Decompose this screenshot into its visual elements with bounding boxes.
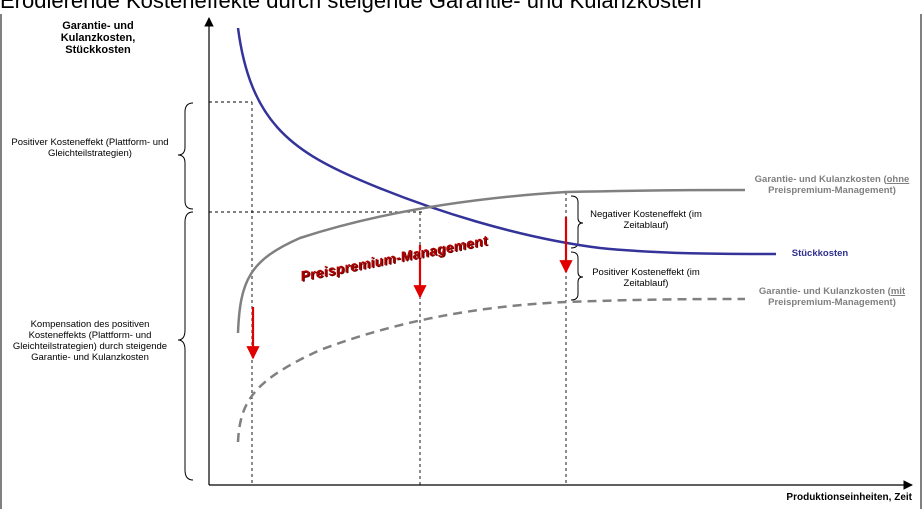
brace-right-bottom (570, 251, 584, 301)
label-garantie-mit-suffix: Preispremium-Management) (768, 297, 896, 308)
garantie-ohne-curve (236, 188, 746, 334)
brace-left-top (177, 102, 194, 210)
label-garantie-mit-em: mit (890, 286, 906, 297)
price-premium-arrows (246, 217, 573, 360)
garantie-mit-curve (236, 297, 746, 443)
helper-lines (209, 101, 567, 485)
brace-right-top (570, 195, 584, 249)
label-garantie-mit: Garantie- und Kulanzkosten (mit Preispre… (748, 286, 916, 308)
brace-left-bottom (177, 211, 194, 481)
annotation-positive-effect: Positiver Kosteneffekt (im Zeitablauf) (592, 267, 700, 289)
label-garantie-ohne-prefix: Garantie- und Kulanzkosten ( (754, 174, 887, 185)
label-garantie-ohne: Garantie- und Kulanzkosten (ohne Preispr… (748, 174, 916, 196)
annotation-compensation: Kompensation des positiven Kosteneffekts… (12, 319, 168, 363)
annotation-negative-effect: Negativer Kosteneffekt (im Zeitablauf) (590, 209, 702, 231)
label-stueckkosten: Stückkosten (791, 248, 849, 259)
stueckkosten-curve (236, 27, 777, 256)
y-axis-label: Garantie- und Kulanzkosten, Stückkosten (60, 20, 136, 56)
diagram-title: Erodierende Kosteneffekte durch steigend… (0, 0, 702, 13)
label-garantie-mit-prefix: Garantie- und Kulanzkosten ( (758, 286, 891, 297)
label-garantie-ohne-suffix: Preispremium-Management) (768, 185, 896, 196)
x-axis-label: Produktionseinheiten, Zeit (786, 492, 912, 503)
label-garantie-ohne-em: ohne (886, 174, 910, 185)
annotation-positive-cost-effect: Positiver Kosteneffekt (Plattform- und G… (11, 137, 169, 159)
